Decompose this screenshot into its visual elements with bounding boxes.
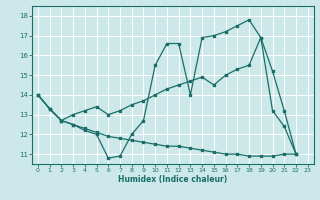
X-axis label: Humidex (Indice chaleur): Humidex (Indice chaleur)	[118, 175, 228, 184]
